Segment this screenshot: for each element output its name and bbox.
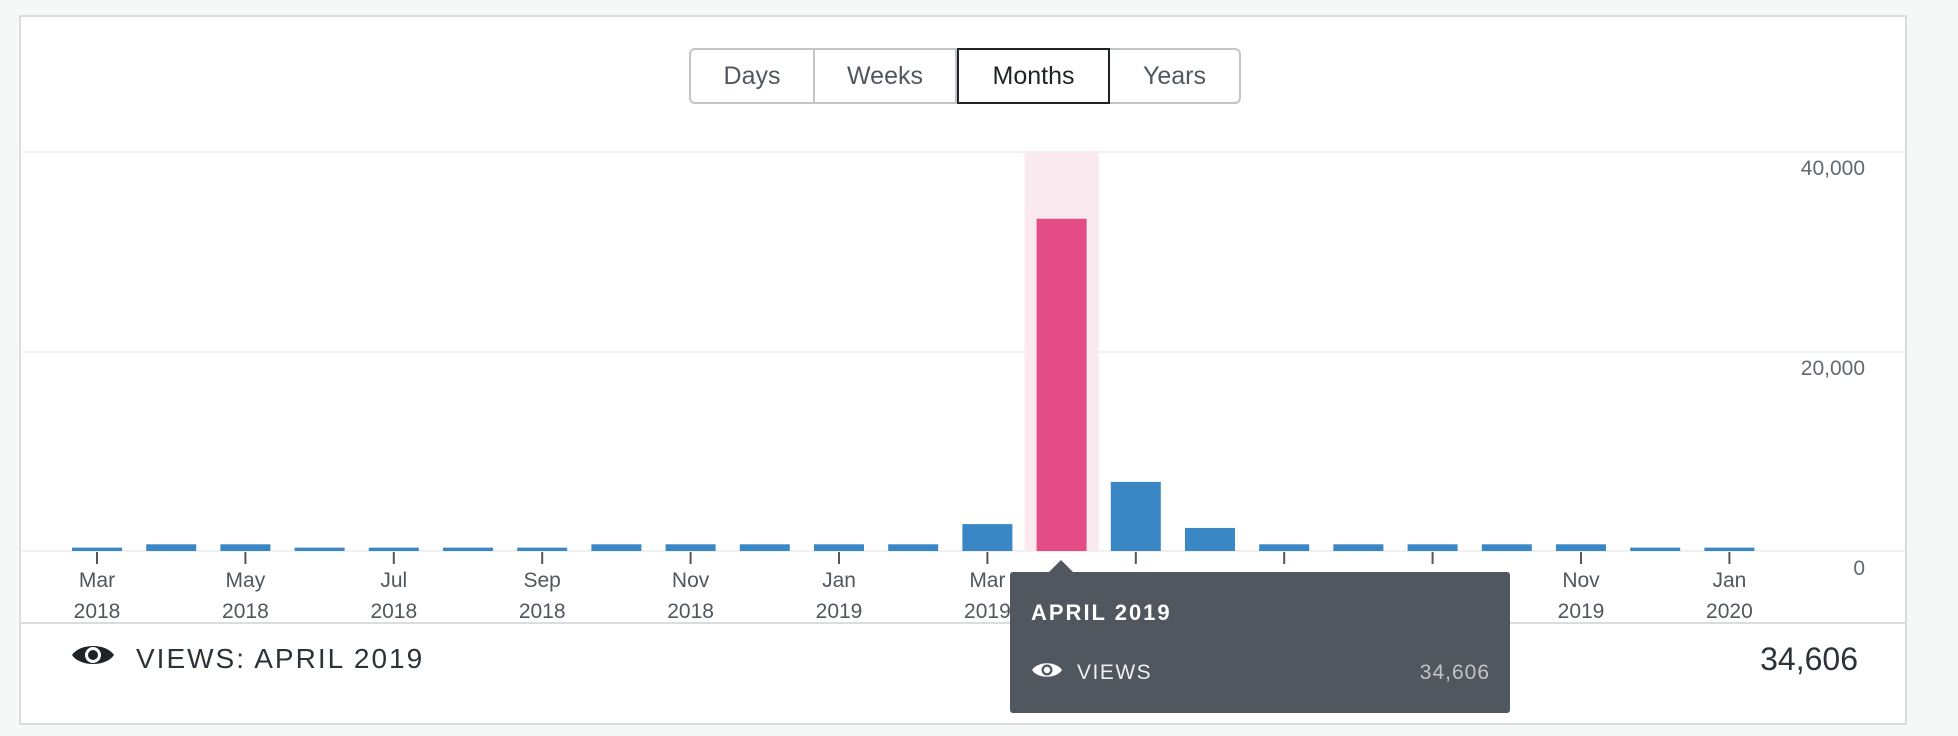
x-tick-label: 2020 [1706, 600, 1753, 623]
bar[interactable] [1259, 544, 1310, 551]
bar[interactable] [1556, 544, 1606, 551]
bar[interactable] [1110, 481, 1161, 551]
bar[interactable] [294, 547, 345, 551]
bar[interactable] [888, 544, 939, 551]
tab-days[interactable]: Days [691, 50, 815, 102]
tooltip-title: APRIL 2019 [1031, 600, 1172, 625]
bar[interactable] [220, 544, 271, 551]
x-tick-label: Jan [1712, 569, 1746, 592]
tab-weeks[interactable]: Weeks [815, 50, 957, 102]
x-tick-label: 2018 [667, 600, 714, 623]
bar[interactable] [1407, 544, 1458, 551]
bar[interactable] [739, 544, 790, 551]
summary-label-text: VIEWS: APRIL 2019 [136, 642, 425, 674]
eye-icon [70, 641, 116, 676]
bar[interactable] [517, 547, 568, 551]
x-tick-label: Jan [822, 569, 856, 592]
summary-divider [19, 622, 1907, 624]
tooltip-row: VIEWS 34,606 [1031, 660, 1490, 686]
tooltip-label: VIEWS [1077, 661, 1153, 684]
tooltip-value: 34,606 [1419, 661, 1490, 684]
tab-months[interactable]: Months [957, 48, 1110, 104]
bar[interactable] [1481, 544, 1532, 551]
tab-years[interactable]: Years [1142, 61, 1206, 90]
x-tick-label: 2018 [370, 600, 417, 623]
eye-icon [1031, 660, 1063, 686]
x-tick-label: Mar [969, 569, 1005, 592]
x-tick-label: 2019 [1558, 600, 1605, 623]
bar[interactable] [665, 544, 716, 551]
chart-tooltip: APRIL 2019 VIEWS 34,606 [1010, 572, 1510, 713]
y-tick-label: 40,000 [1801, 157, 1865, 180]
x-tick-label: 2018 [222, 600, 269, 623]
y-tick-label: 20,000 [1801, 357, 1865, 380]
bar[interactable] [146, 544, 197, 551]
tooltip-arrow [1049, 560, 1073, 572]
period-tabs: Days Weeks Months Years [689, 48, 1241, 104]
x-tick-label: Nov [1562, 569, 1600, 592]
x-tick-label: 2018 [519, 600, 566, 623]
bar[interactable] [962, 524, 1013, 551]
x-tick-label: 2019 [964, 600, 1011, 623]
bar[interactable] [72, 547, 122, 551]
x-tick-label: Jul [380, 569, 407, 592]
summary-value: 34,606 [1760, 641, 1858, 677]
x-tick-label: Nov [672, 569, 710, 592]
bar[interactable] [814, 544, 864, 551]
summary-label: VIEWS: APRIL 2019 [70, 641, 424, 676]
stats-chart-card [19, 15, 1907, 725]
bar[interactable] [1333, 544, 1384, 551]
x-tick-label: Sep [524, 569, 561, 592]
bar[interactable] [443, 547, 493, 551]
x-tick-label: Mar [79, 569, 115, 592]
y-tick-label: 0 [1853, 557, 1865, 580]
x-tick-label: 2019 [816, 600, 863, 623]
bar[interactable] [1630, 547, 1681, 551]
bar[interactable] [1704, 547, 1755, 551]
bar[interactable] [368, 547, 419, 551]
x-tick-label: 2018 [74, 600, 121, 623]
bar[interactable] [1185, 527, 1235, 551]
bar[interactable] [591, 544, 642, 551]
bar-highlighted[interactable] [1036, 218, 1087, 551]
x-tick-label: May [226, 569, 266, 592]
